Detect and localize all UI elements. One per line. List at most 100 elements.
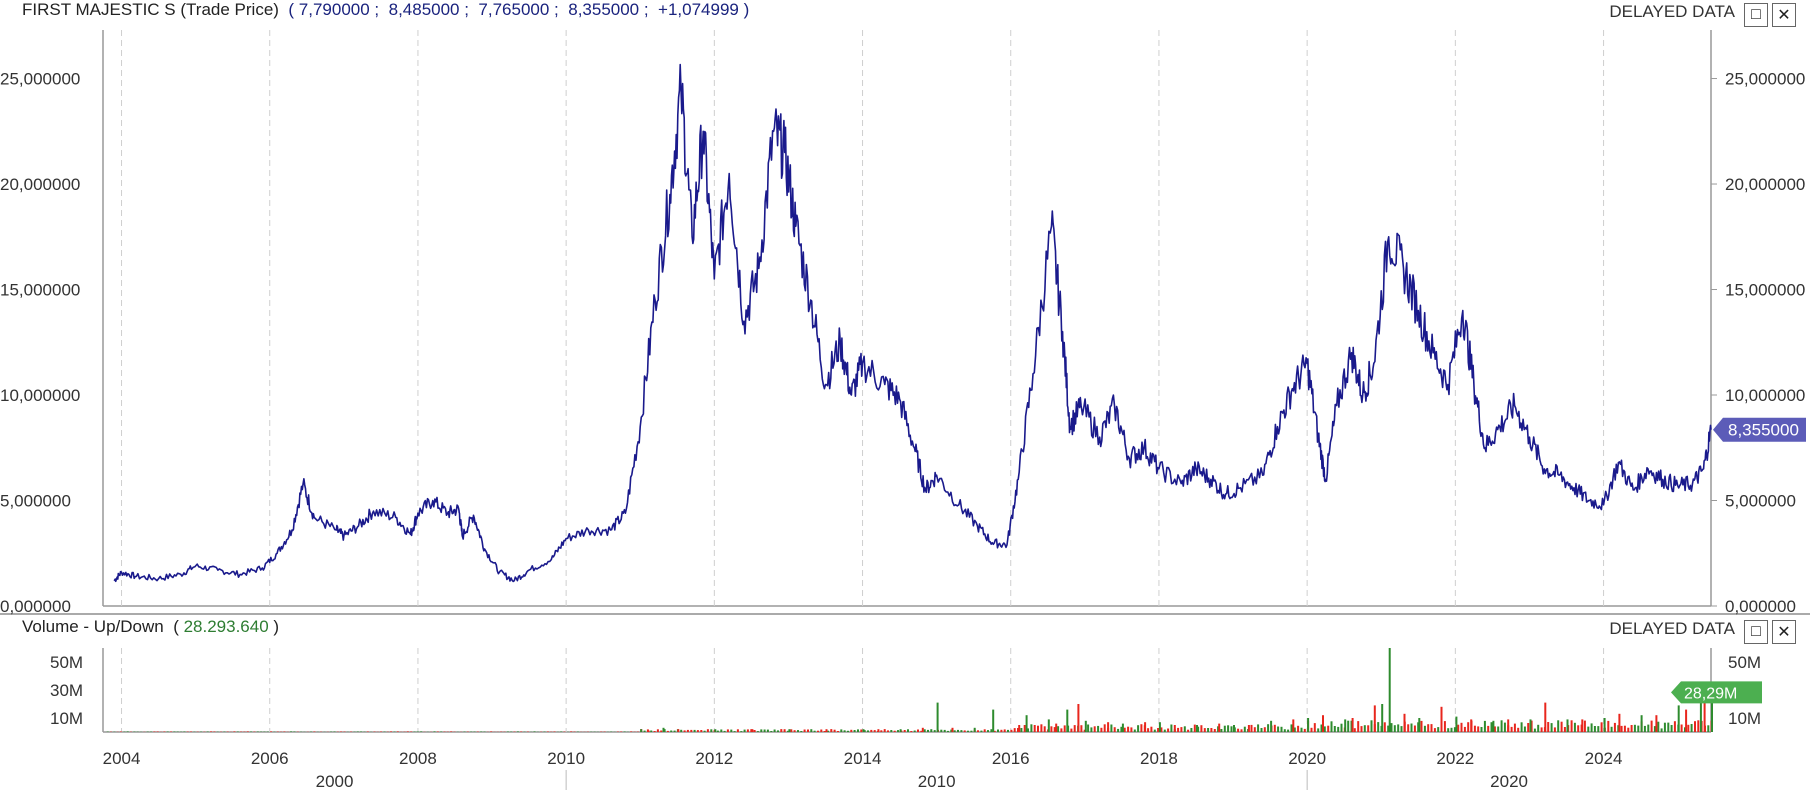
volume-bar-up (1423, 725, 1426, 732)
volume-bar-down (1130, 727, 1133, 732)
price-y-tick-left: 0,000000 (0, 597, 71, 616)
volume-bar-up (1533, 728, 1536, 732)
volume-bar-down (1620, 725, 1623, 732)
volume-bar-down (647, 730, 650, 732)
volume-bar-down (1694, 721, 1696, 732)
price-y-tick-right: 5,000000 (1725, 492, 1796, 511)
volume-bar-up (897, 730, 899, 732)
volume-bar-up (992, 709, 995, 732)
volume-bar-down (1250, 724, 1253, 732)
volume-bar-up (1097, 725, 1100, 732)
volume-bar-down (153, 731, 156, 732)
volume-bar-down (1157, 728, 1160, 732)
volume-bar-up (1643, 725, 1646, 732)
volume-bar-up (1340, 723, 1343, 732)
volume-bar-up (863, 730, 866, 732)
volume-bar-up (1300, 727, 1303, 732)
volume-bar-down (1440, 706, 1443, 732)
maximize-icon[interactable]: □ (1744, 3, 1768, 27)
volume-bar-up (333, 731, 336, 732)
instrument-name: FIRST MAJESTIC S (22, 0, 176, 19)
volume-bar-down (1467, 722, 1470, 732)
volume-bar-up (797, 730, 799, 732)
close-icon[interactable]: ✕ (1772, 3, 1796, 27)
volume-bar-down (1140, 724, 1143, 732)
volume-bar-down (983, 729, 986, 732)
volume-bar-down (817, 730, 819, 732)
volume-bar-down (1413, 725, 1416, 732)
volume-bar-down (630, 731, 633, 732)
volume-maximize-icon[interactable]: □ (1744, 620, 1768, 644)
volume-bar-down (1527, 723, 1530, 732)
volume-bar-down (1403, 713, 1406, 732)
volume-bar-up (1320, 724, 1323, 732)
volume-bar-up (1317, 728, 1320, 732)
volume-bar-down (1477, 726, 1480, 732)
volume-bar-up (1603, 718, 1606, 732)
volume-bar-down (1457, 724, 1460, 732)
price-chart-header: FIRST MAJESTIC S (Trade Price) ( 7,79000… (22, 0, 749, 20)
volume-bar-down (887, 730, 889, 732)
volume-bar-up (1257, 724, 1260, 732)
volume-bar-up (1287, 729, 1290, 732)
volume-bar-down (1553, 727, 1556, 732)
volume-bar-up (1381, 704, 1384, 732)
volume-bar-up (356, 731, 359, 732)
volume-bar-down (920, 730, 923, 732)
volume-bar-up (1633, 724, 1636, 732)
volume-bar-up (980, 730, 983, 732)
volume-bar-down (1013, 728, 1016, 732)
volume-bar-up (943, 729, 946, 732)
volume-bar-down (660, 730, 663, 732)
volume-bar-up (1057, 726, 1060, 732)
volume-bar-down (690, 729, 693, 732)
volume-bar-down (213, 731, 216, 732)
x-tick-label: 2006 (251, 749, 289, 768)
volume-bar-up (714, 729, 717, 732)
volume-bar-down (870, 729, 873, 732)
volume-bar-up (1557, 720, 1560, 732)
volume-bar-up (663, 729, 666, 732)
volume-bar-down (1127, 726, 1130, 732)
volume-bar-up (1117, 728, 1120, 732)
volume-bar-up (1110, 724, 1113, 732)
price-series-line (113, 63, 1712, 583)
volume-bar-down (1310, 727, 1313, 732)
volume-bar-up (763, 729, 766, 732)
decade-tick-label: 2000 (316, 772, 354, 790)
volume-bar-down (396, 731, 399, 732)
volume-bar-up (1523, 726, 1526, 732)
volume-close-icon[interactable]: ✕ (1772, 620, 1796, 644)
volume-bar-down (1093, 726, 1096, 732)
volume-bar-down (1177, 727, 1180, 732)
last-volume-label: 28,29M (1684, 685, 1737, 702)
volume-bar-up (927, 729, 929, 732)
volume-bar-down (1360, 726, 1363, 732)
volume-bar-up (662, 727, 665, 732)
volume-bar-up (1663, 722, 1666, 732)
volume-bar-up (1270, 720, 1273, 732)
volume-bar-up (1323, 726, 1326, 732)
volume-bar-down (1427, 724, 1430, 732)
volume-bar-down (656, 729, 659, 732)
volume-bar-up (953, 730, 956, 732)
volume-bar-up (1566, 719, 1569, 732)
volume-bar-down (1150, 726, 1153, 732)
volume-bar-up (1158, 722, 1161, 732)
volume-bar-up (890, 730, 893, 732)
volume-bar-up (1030, 724, 1033, 732)
volume-bar-down (807, 729, 809, 732)
volume-bar-down (903, 730, 906, 732)
volume-bar-down (751, 729, 754, 732)
volume-y-tick-left: 50M (50, 653, 83, 672)
volume-bar-down (1247, 725, 1250, 732)
volume-bar-up (1220, 729, 1223, 732)
volume-delayed-label: DELAYED DATA (1609, 619, 1735, 638)
volume-bar-down (921, 727, 924, 732)
volume-bar-up (967, 730, 969, 732)
volume-bar-up (1370, 720, 1373, 732)
volume-bar-down (410, 731, 413, 732)
volume-bar-down (1513, 723, 1516, 732)
volume-bar-down (1673, 721, 1676, 732)
volume-bar-down (1697, 720, 1700, 732)
